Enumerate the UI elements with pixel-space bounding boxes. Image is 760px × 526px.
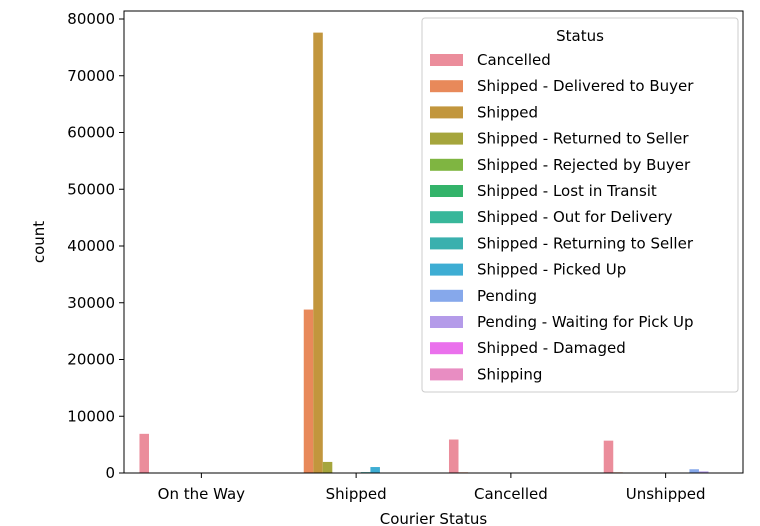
legend-swatch — [430, 54, 463, 66]
x-tick-label: Shipped — [326, 485, 387, 503]
legend-label: Shipped - Rejected by Buyer — [477, 156, 691, 174]
legend-label: Shipped - Out for Delivery — [477, 208, 673, 226]
y-tick-label: 20000 — [67, 351, 115, 369]
legend-swatch — [430, 316, 463, 328]
axes-layer: 0 10000 20000 30000 40000 50000 60000 70000 8000… — [67, 10, 744, 503]
legend-label: Shipped - Picked Up — [477, 261, 626, 279]
bar — [689, 469, 699, 473]
plot-frame — [123, 10, 744, 474]
legend-label: Shipped - Damaged — [477, 339, 626, 357]
legend-swatch — [430, 237, 463, 250]
legend-swatch — [430, 80, 463, 93]
legend-label: Shipped — [477, 103, 538, 121]
legend-swatch — [430, 132, 463, 145]
bar — [303, 309, 314, 473]
y-tick-label: 0 — [105, 464, 115, 482]
bar — [322, 461, 333, 473]
legend-swatch — [430, 211, 463, 224]
bar — [370, 467, 380, 473]
y-tick-label: 50000 — [67, 180, 115, 198]
legend-label: Shipped - Lost in Transit — [477, 182, 657, 200]
legend-swatch — [430, 158, 463, 171]
legend-label: Pending — [477, 287, 537, 305]
legend-box — [421, 17, 739, 393]
legend-label: Shipped - Delivered to Buyer — [477, 77, 694, 95]
x-tick-label: Cancelled — [474, 485, 548, 503]
y-axis-label: count — [30, 221, 48, 263]
x-tick-label: On the Way — [158, 485, 246, 503]
bar — [603, 440, 614, 473]
legend-swatch — [430, 342, 463, 355]
y-tick-label: 80000 — [67, 10, 115, 28]
legend-swatch — [430, 106, 463, 119]
legend-label: Shipped - Returning to Seller — [477, 234, 694, 252]
x-tick-label: Unshipped — [626, 485, 706, 503]
legend-label: Cancelled — [477, 51, 551, 69]
y-tick-label: 70000 — [67, 67, 115, 85]
bar — [698, 471, 709, 473]
legend-label: Shipping — [477, 365, 542, 383]
bar — [139, 433, 149, 473]
legend-swatch — [430, 368, 463, 381]
y-tick-label: 10000 — [67, 407, 115, 425]
legend-title: Status — [556, 27, 604, 45]
y-tick-label: 60000 — [67, 124, 115, 142]
bar — [313, 32, 323, 474]
y-tick-label: 30000 — [67, 294, 115, 312]
legend-swatch — [430, 263, 463, 276]
y-tick-label: 40000 — [67, 237, 115, 255]
legend-swatch — [430, 185, 463, 197]
x-axis-label: Courier Status — [380, 510, 488, 526]
legend-label: Pending - Waiting for Pick Up — [477, 313, 693, 331]
legend-swatch — [430, 289, 463, 302]
bars-layer — [139, 32, 728, 474]
bar — [448, 439, 459, 473]
legend: Status Cancelled Shipped - Delivered to Bu… — [421, 17, 739, 393]
legend-label: Shipped - Returned to Seller — [477, 130, 689, 148]
